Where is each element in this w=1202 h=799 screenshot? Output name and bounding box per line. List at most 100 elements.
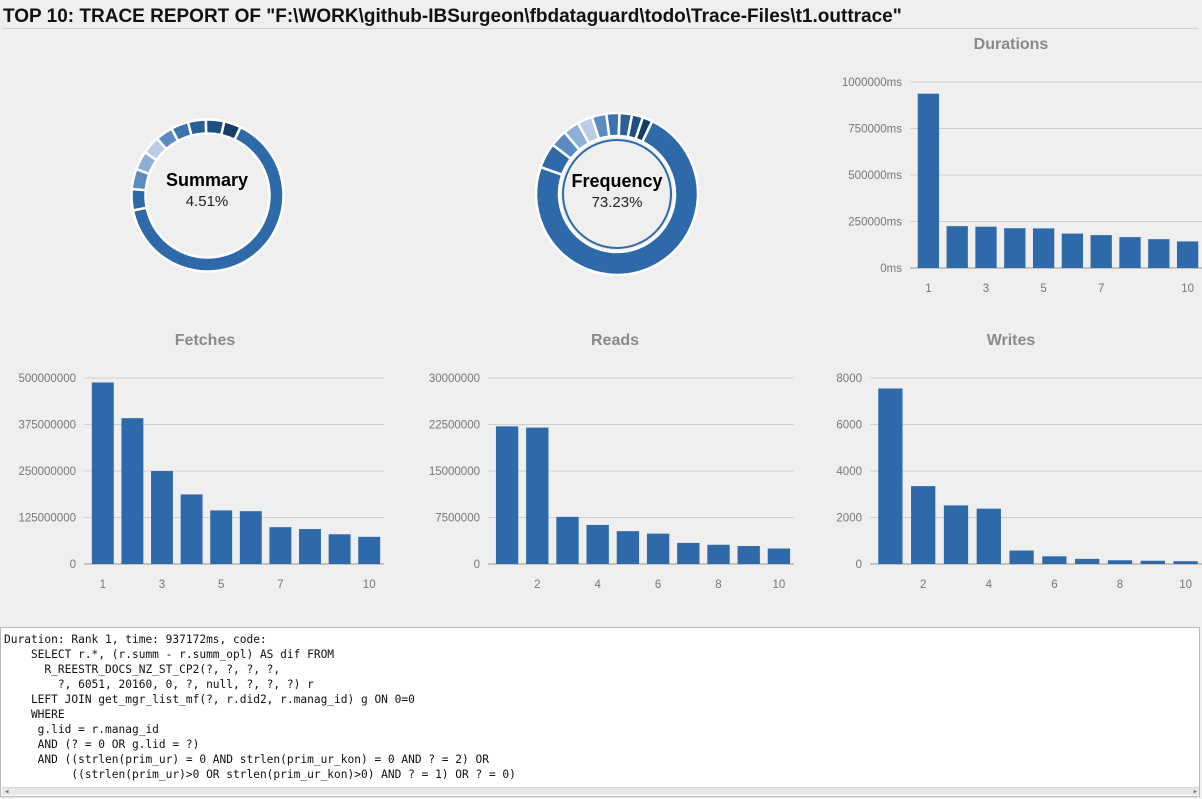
reads-y-tick-label: 7500000 [435,513,480,525]
reads-bar-3[interactable] [556,516,579,564]
fetches-y-tick-label: 0 [70,559,76,571]
fetches-bar-8[interactable] [299,529,321,564]
frequency-donut-panel: Frequency 73.23% [527,104,707,284]
fetches-x-tick-label: 1 [100,579,106,591]
fetches-y-tick-label: 375000000 [18,420,76,432]
writes-title: Writes [986,332,1036,349]
durations-x-tick-label: 3 [983,283,989,295]
fetches-chart[interactable]: 0 125000000 250000000 375000000 500000000 1 3 5… [0,330,410,600]
durations-x-tick-label: 7 [1098,283,1104,295]
reads-y-tick-label: 15000000 [429,466,480,478]
reads-bar-1[interactable] [495,426,519,564]
fetches-bar-3[interactable] [151,471,173,564]
frequency-donut-percent: 73.23% [591,194,643,211]
durations-x-tick-label: 10 [1181,283,1194,295]
writes-y-tick-label: 8000 [836,373,862,385]
fetches-bar-6[interactable] [239,511,262,564]
fetches-y-tick-label: 125000000 [18,513,76,525]
reads-y-tick-label: 30000000 [429,373,480,385]
fetches-x-tick-label: 3 [159,579,165,591]
writes-bar-4[interactable] [976,508,1001,564]
fetches-panel: Fetches 0 125000000 250000000 375000000 5000… [0,330,410,600]
summary-donut-chart[interactable] [120,108,295,283]
writes-bar-7[interactable] [1075,558,1100,564]
horizontal-scrollbar[interactable]: ◂ ▸ [2,787,1199,797]
reads-panel: Reads 0 7500000 15000000 22500000 30000000 2 4… [410,330,820,600]
durations-bar-2[interactable] [946,226,968,268]
reads-x-tick-label: 6 [655,579,661,591]
summary-donut-slice-8[interactable] [186,118,208,138]
writes-bar-9[interactable] [1140,560,1165,564]
fetches-bar-1[interactable] [91,382,114,564]
summary-donut-slice-10[interactable] [219,119,243,142]
reads-bar-7[interactable] [677,542,700,564]
scroll-left-icon[interactable]: ◂ [4,787,10,797]
durations-bar-9[interactable] [1148,239,1170,268]
fetches-x-tick-label: 10 [363,579,376,591]
durations-bar-7[interactable] [1090,235,1112,268]
durations-y-tick-label: 250000ms [848,217,902,229]
summary-donut-slice-2[interactable] [130,187,149,212]
fetches-x-tick-label: 7 [277,579,283,591]
durations-bar-4[interactable] [1004,228,1026,268]
durations-bar-8[interactable] [1119,237,1141,268]
fetches-bar-4[interactable] [180,494,203,564]
durations-bar-3[interactable] [975,226,997,268]
frequency-donut-chart[interactable] [527,104,707,284]
frequency-donut-slice-10[interactable] [634,115,654,144]
writes-panel: Writes 0 2000 4000 6000 8000 2 4 6 8 10 [820,330,1202,600]
fetches-bar-2[interactable] [121,418,144,564]
durations-chart[interactable]: 0ms 250000ms 500000ms 750000ms 1000000ms 1 3 5 7… [820,34,1202,304]
writes-y-tick-label: 6000 [836,420,862,432]
writes-chart[interactable]: 0 2000 4000 6000 8000 2 4 6 8 10 [820,330,1202,600]
reads-y-tick-label: 0 [474,559,480,571]
writes-x-tick-label: 6 [1051,579,1057,591]
fetches-bar-10[interactable] [358,536,381,564]
writes-bar-8[interactable] [1107,560,1133,564]
reads-bar-2[interactable] [526,427,549,564]
frequency-donut-slice-7[interactable] [604,111,621,138]
writes-y-tick-label: 4000 [836,466,862,478]
frequency-donut-inner-ring [562,139,672,249]
fetches-bar-9[interactable] [328,534,351,564]
reads-bar-4[interactable] [586,524,609,564]
writes-bar-6[interactable] [1042,556,1067,564]
writes-bar-10[interactable] [1173,561,1198,564]
report-title: TOP 10: TRACE REPORT OF "F:\WORK\github-… [3,6,1198,29]
fetches-bar-7[interactable] [269,527,292,564]
writes-y-tick-label: 2000 [836,513,862,525]
scroll-right-icon[interactable]: ▸ [1192,787,1198,797]
fetches-y-tick-label: 500000000 [18,373,76,385]
reads-bar-6[interactable] [646,533,670,564]
durations-bar-5[interactable] [1032,228,1055,268]
reads-y-tick-label: 22500000 [429,420,480,432]
durations-x-tick-label: 5 [1040,283,1046,295]
reads-bar-5[interactable] [616,531,640,564]
writes-bar-1[interactable] [878,388,903,564]
fetches-y-tick-label: 250000000 [18,466,76,478]
fetches-x-tick-label: 5 [218,579,224,591]
writes-x-tick-label: 2 [920,579,926,591]
durations-title: Durations [973,36,1049,53]
query-code-area[interactable]: Duration: Rank 1, time: 937172ms, code: … [0,627,1200,797]
writes-y-tick-label: 0 [856,559,862,571]
reads-bar-9[interactable] [737,546,760,564]
writes-bar-3[interactable] [943,505,969,564]
summary-donut-label: Summary [165,170,249,190]
durations-bar-6[interactable] [1061,233,1084,268]
writes-bar-2[interactable] [911,486,936,564]
writes-x-tick-label: 10 [1179,579,1192,591]
durations-bar-10[interactable] [1176,241,1199,268]
durations-y-tick-label: 750000ms [848,124,902,136]
reads-chart[interactable]: 0 7500000 15000000 22500000 30000000 2 4 6 8 10 [410,330,820,600]
durations-y-tick-label: 0ms [880,263,902,275]
writes-bar-5[interactable] [1009,550,1034,564]
reads-x-tick-label: 10 [773,579,786,591]
durations-panel: Durations 0ms 250000ms 500000ms 750000ms 100… [820,34,1202,304]
durations-bar-1[interactable] [917,93,940,268]
reads-bar-10[interactable] [767,548,791,565]
reads-bar-8[interactable] [707,544,730,564]
frequency-donut-slice-1[interactable] [534,119,700,277]
fetches-bar-5[interactable] [210,510,233,564]
writes-x-tick-label: 8 [1117,579,1123,591]
